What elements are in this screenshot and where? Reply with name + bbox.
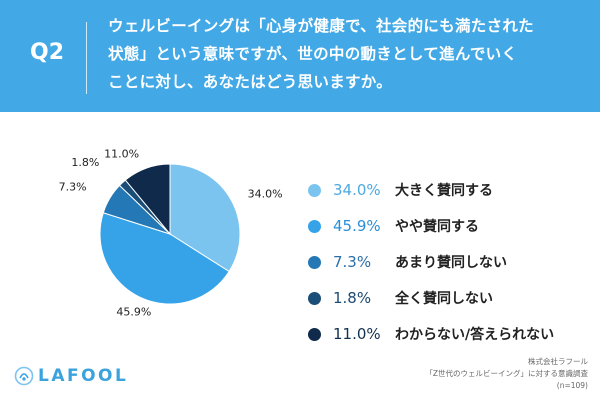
source-note: 株式会社ラフール 「Z世代のウェルビーイング」に対する意識調査 (n=109) <box>425 356 588 392</box>
source-line: (n=109) <box>556 381 588 390</box>
legend-label: あまり賛同しない <box>395 255 507 271</box>
legend-value: 1.8% <box>333 289 372 307</box>
question-line: ウェルビーイングは「心身が健康で、社会的にも満たされた <box>108 17 534 35</box>
chart-legend: 34.0% 大きく賛同する 45.9% やや賛同する 7.3% あまり賛同しない… <box>308 172 588 352</box>
question-header: Q2 ウェルビーイングは「心身が健康で、社会的にも満たされた 状態」という意味で… <box>0 0 600 112</box>
legend-value: 45.9% <box>333 217 381 235</box>
pie-chart: 34.0% 45.9% 7.3% 1.8% 11.0% <box>59 148 283 319</box>
source-line: 株式会社ラフール <box>528 357 588 366</box>
legend-label: わからない/答えられない <box>395 327 555 343</box>
legend-item: 7.3% あまり賛同しない <box>308 244 588 280</box>
lafool-logo: LAFOOL <box>14 366 128 386</box>
question-line: ことに対し、あなたはどう思いますか。 <box>108 73 393 91</box>
legend-label: やや賛同する <box>395 219 479 235</box>
legend-item: 34.0% 大きく賛同する <box>308 172 588 208</box>
legend-label: 全く賛同しない <box>395 291 493 307</box>
legend-value: 11.0% <box>333 325 381 343</box>
lafool-logo-icon <box>14 366 34 386</box>
pie-slice <box>124 163 171 236</box>
legend-swatch <box>308 291 321 305</box>
question-line: 状態」という意味ですが、世の中の動きとして進んでいく <box>108 45 518 63</box>
question-text: ウェルビーイングは「心身が健康で、社会的にも満たされた 状態」という意味ですが、… <box>108 12 578 96</box>
legend-item: 1.8% 全く賛同しない <box>308 280 588 316</box>
header-divider <box>86 22 87 94</box>
legend-value: 34.0% <box>333 181 381 199</box>
legend-label: 大きく賛同する <box>395 183 493 199</box>
legend-swatch <box>308 183 321 197</box>
legend-item: 45.9% やや賛同する <box>308 208 588 244</box>
legend-swatch <box>308 219 321 233</box>
pie-data-label: 7.3% <box>59 181 87 194</box>
chart-card: 34.0% 45.9% 7.3% 1.8% 11.0% 34.0% 大きく賛同する 45… <box>0 112 600 400</box>
legend-item: 11.0% わからない/答えられない <box>308 316 588 352</box>
pie-data-label: 11.0% <box>104 148 139 161</box>
logo-text: LAFOOL <box>38 366 129 386</box>
legend-swatch <box>308 255 321 269</box>
pie-data-label: 1.8% <box>71 156 99 169</box>
pie-data-label: 45.9% <box>116 305 151 318</box>
legend-value: 7.3% <box>333 253 372 271</box>
question-number: Q2 <box>30 40 65 65</box>
pie-slice <box>99 212 230 305</box>
source-line: 「Z世代のウェルビーイング」に対する意識調査 <box>425 369 588 378</box>
pie-data-label: 34.0% <box>248 188 283 201</box>
legend-swatch <box>308 327 321 341</box>
